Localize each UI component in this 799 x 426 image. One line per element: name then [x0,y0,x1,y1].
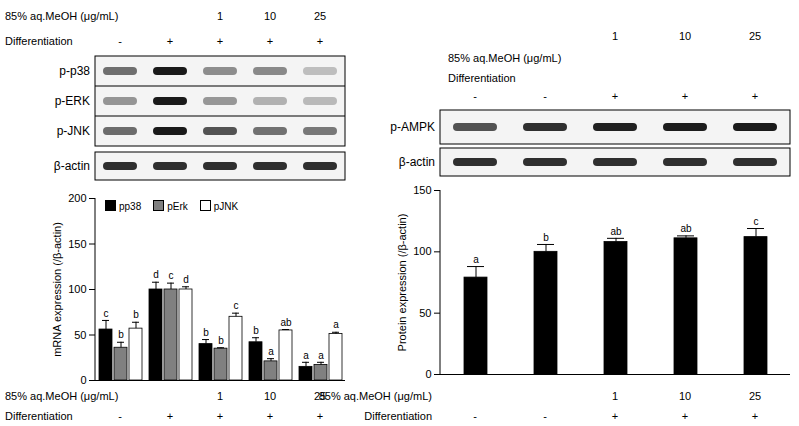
svg-text:100: 100 [68,283,86,295]
html-text:pErk: pErk [167,201,188,212]
svg-text:+: + [682,410,688,422]
svg-text:Differentiation: Differentiation [364,410,432,422]
svg-text:p-p38: p-p38 [59,64,90,78]
svg-text:50: 50 [419,307,431,319]
svg-text:1: 1 [217,10,223,22]
svg-text:a: a [318,350,324,361]
svg-text:a: a [333,319,339,330]
svg-text:a: a [473,254,479,265]
svg-text:Differentiation: Differentiation [448,72,516,84]
svg-text:+: + [267,35,273,47]
svg-text:c: c [234,300,239,311]
svg-text:Protein expression (/β-actin): Protein expression (/β-actin) [396,214,408,352]
svg-text:-: - [118,410,122,422]
html-text:pp38: pp38 [119,201,142,212]
svg-text:25: 25 [749,390,761,402]
svg-text:+: + [167,410,173,422]
svg-text:a: a [303,350,309,361]
svg-text:0: 0 [425,368,431,380]
svg-text:d: d [183,274,189,285]
svg-text:-: - [473,90,477,102]
svg-text:Differentiation: Differentiation [5,35,73,47]
svg-text:-: - [473,410,477,422]
svg-text:ab: ab [610,226,622,237]
svg-text:0: 0 [80,374,86,386]
svg-text:p-AMPK: p-AMPK [390,120,435,134]
svg-text:Differentiation: Differentiation [5,410,73,422]
svg-text:b: b [543,232,549,243]
svg-text:+: + [167,35,173,47]
svg-text:85% aq.MeOH (μg/mL): 85% aq.MeOH (μg/mL) [5,390,118,402]
svg-text:+: + [267,410,273,422]
svg-text:25: 25 [749,30,761,42]
svg-text:10: 10 [264,10,276,22]
svg-text:d: d [153,269,159,280]
svg-text:ab: ab [280,317,292,328]
svg-text:p-JNK: p-JNK [57,124,90,138]
svg-text:+: + [752,90,758,102]
svg-text:ab: ab [680,223,692,234]
svg-text:+: + [317,35,323,47]
svg-text:100: 100 [413,245,431,257]
svg-text:a: a [268,346,274,357]
svg-text:-: - [543,90,547,102]
svg-text:+: + [217,410,223,422]
svg-text:10: 10 [679,390,691,402]
svg-text:b: b [203,327,209,338]
svg-text:1: 1 [217,390,223,402]
svg-text:β-actin: β-actin [54,159,90,173]
svg-text:p-ERK: p-ERK [55,94,90,108]
svg-text:b: b [118,329,124,340]
html-text:pJNK: pJNK [213,201,239,212]
svg-text:-: - [118,35,122,47]
svg-text:1: 1 [612,390,618,402]
svg-text:10: 10 [264,390,276,402]
svg-text:b: b [253,325,259,336]
svg-text:mRNA expression (/β-actin): mRNA expression (/β-actin) [51,222,63,357]
svg-text:+: + [217,35,223,47]
svg-text:10: 10 [679,30,691,42]
svg-text:c: c [169,270,174,281]
svg-text:-: - [543,410,547,422]
svg-text:1: 1 [612,30,618,42]
svg-text:85% aq.MeOH (μg/mL): 85% aq.MeOH (μg/mL) [448,52,561,64]
svg-text:+: + [612,410,618,422]
svg-text:200: 200 [68,192,86,204]
svg-text:85% aq.MeOH (μg/mL): 85% aq.MeOH (μg/mL) [319,390,432,402]
svg-text:150: 150 [413,184,431,196]
svg-text:b: b [133,309,139,320]
svg-text:c: c [104,308,109,319]
svg-text:50: 50 [74,329,86,341]
svg-text:b: b [218,335,224,346]
svg-text:+: + [752,410,758,422]
svg-text:+: + [317,410,323,422]
svg-text:+: + [682,90,688,102]
svg-text:+: + [612,90,618,102]
svg-text:150: 150 [68,238,86,250]
svg-text:25: 25 [314,10,326,22]
svg-text:c: c [754,216,759,227]
svg-text:85% aq.MeOH (μg/mL): 85% aq.MeOH (μg/mL) [5,10,118,22]
svg-text:β-actin: β-actin [399,155,435,169]
